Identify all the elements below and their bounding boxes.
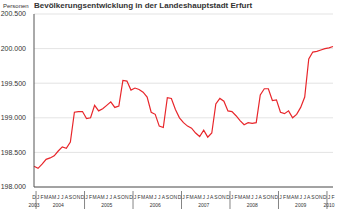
- html-text:F M A: F M A: [234, 193, 246, 200]
- html-text:A S O N: A S O N: [307, 193, 323, 200]
- html-text:A S O N: A S O N: [210, 193, 226, 200]
- svg-text:J: J: [279, 194, 282, 200]
- svg-text:J: J: [328, 194, 330, 200]
- svg-text:2007: 2007: [198, 202, 209, 208]
- svg-text:J: J: [85, 194, 88, 200]
- svg-text:199.000: 199.000: [8, 114, 26, 121]
- svg-text:D: D: [178, 194, 182, 200]
- svg-text:J: J: [134, 194, 137, 200]
- svg-text:2009: 2009: [295, 202, 306, 208]
- svg-text:D: D: [323, 194, 327, 200]
- html-text:F M A: F M A: [186, 193, 198, 200]
- html-text:F M A: F M A: [137, 193, 149, 200]
- svg-text:J: J: [110, 194, 113, 200]
- svg-text:J: J: [158, 194, 161, 200]
- html-text:F M A: F M A: [89, 193, 101, 200]
- svg-text:J: J: [255, 194, 258, 200]
- html-text:Bevölkerungsentwicklung in der: Bevölkerungsentwicklung in der Landeshau…: [34, 1, 253, 10]
- html-text:A S O N: A S O N: [258, 193, 275, 200]
- svg-text:M: M: [52, 194, 56, 200]
- svg-text:J: J: [57, 194, 60, 200]
- svg-text:2006: 2006: [150, 202, 161, 208]
- svg-text:J: J: [105, 194, 108, 200]
- svg-text:M: M: [198, 194, 202, 200]
- svg-text:2010: 2010: [323, 202, 330, 208]
- svg-text:D: D: [129, 194, 133, 200]
- svg-text:D: D: [32, 194, 36, 200]
- svg-text:2005: 2005: [101, 202, 112, 208]
- svg-text:200.000: 200.000: [8, 45, 26, 52]
- svg-text:J: J: [202, 194, 205, 200]
- svg-text:M: M: [295, 194, 299, 200]
- svg-text:M: M: [149, 194, 153, 200]
- svg-text:D: D: [226, 194, 230, 200]
- svg-text:2004: 2004: [53, 202, 64, 208]
- svg-text:2003: 2003: [28, 202, 39, 208]
- svg-text:J: J: [231, 194, 234, 200]
- svg-text:198.500: 198.500: [8, 149, 26, 156]
- svg-text:M: M: [101, 194, 105, 200]
- svg-text:J: J: [251, 194, 254, 200]
- svg-text:200.500: 200.500: [8, 10, 26, 17]
- html-text:A S O N: A S O N: [161, 193, 178, 200]
- svg-text:J: J: [37, 194, 40, 200]
- html-text:F M A: F M A: [283, 193, 295, 200]
- svg-text:198.000: 198.000: [8, 183, 26, 190]
- svg-text:J: J: [61, 194, 64, 200]
- svg-text:M: M: [246, 194, 250, 200]
- svg-text:2008: 2008: [247, 202, 258, 208]
- svg-text:J: J: [299, 194, 302, 200]
- svg-text:J: J: [206, 194, 209, 200]
- svg-text:199.500: 199.500: [8, 80, 26, 87]
- svg-text:J: J: [303, 194, 306, 200]
- svg-text:D: D: [275, 194, 279, 200]
- html-text:F M A: F M A: [40, 193, 52, 200]
- svg-text:J: J: [154, 194, 157, 200]
- svg-text:D: D: [81, 194, 85, 200]
- html-text:A S O N: A S O N: [64, 193, 81, 200]
- html-text:A S O N: A S O N: [113, 193, 129, 200]
- html-text:Personen: Personen: [3, 3, 29, 9]
- svg-text:J: J: [182, 194, 185, 200]
